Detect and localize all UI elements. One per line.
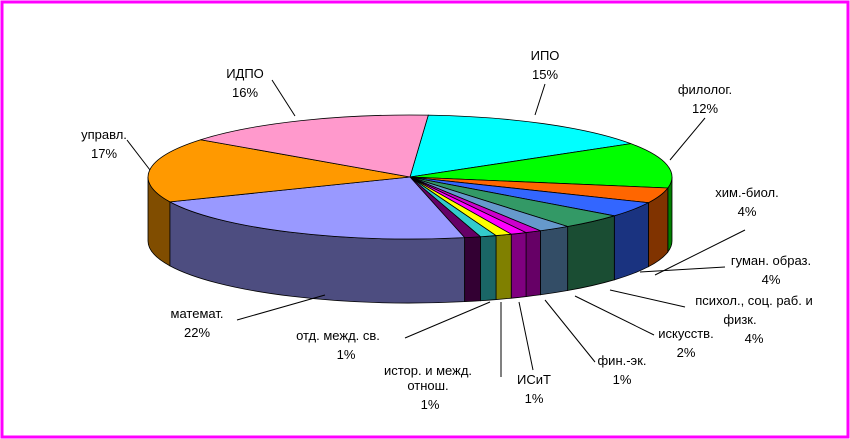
leader-филолог	[669, 117, 706, 161]
slice-label-истор-и-межд-отнош: отнош.	[407, 378, 448, 393]
leader-ипо	[534, 83, 546, 116]
slice-label-математ: математ.	[171, 306, 224, 321]
leader-идпо	[271, 79, 296, 117]
leader-lines	[126, 79, 746, 377]
percent-label-идпо: 16%	[232, 85, 258, 100]
slice-wall-исит	[510, 232, 527, 299]
slice-wall-slice-10	[464, 236, 481, 303]
leader-искусств	[574, 295, 655, 336]
pie-walls	[147, 176, 673, 304]
slice-label-ипо: ИПО	[531, 48, 560, 63]
percent-label-исит: 1%	[525, 391, 544, 406]
percent-label-управл: 17%	[91, 146, 117, 161]
slice-филолог	[409, 143, 673, 189]
slice-label-психол-соц-раб-и-физк: психол., соц. раб. и	[695, 293, 812, 308]
leader-хим-биол	[654, 229, 746, 276]
slice-label-гуман-образ: гуман. образ.	[731, 253, 811, 268]
slice-label-психол-соц-раб-и-физк: физк.	[723, 312, 756, 327]
leader-отд-межд-св	[404, 301, 491, 339]
slice-wall-филолог	[667, 176, 673, 254]
pie-tops	[147, 114, 673, 240]
leader-психол-соц-раб-и-физк	[609, 289, 686, 308]
slice-математ	[168, 176, 466, 240]
leader-фин-эк	[544, 299, 596, 363]
slice-wall-отд-межд-св	[480, 235, 497, 302]
slice-labels: ИПО 15% филолог. 12% хим.-биол. 4% гуман. обра…	[81, 48, 813, 412]
leader-математ	[236, 294, 326, 321]
slice-идпо	[200, 114, 429, 178]
slice-wall-фин-эк	[525, 230, 541, 298]
percent-label-математ: 22%	[184, 325, 210, 340]
percent-label-фин-эк: 1%	[613, 372, 632, 387]
slice-label-идпо: ИДПО	[226, 66, 264, 81]
slice-wall-психол-соц-раб-и-физк	[567, 215, 615, 291]
slice-label-филолог: филолог.	[678, 82, 732, 97]
slice-label-управл: управл.	[81, 127, 127, 142]
percent-label-отд-межд-св: 1%	[337, 347, 356, 362]
percent-label-хим-биол: 4%	[738, 204, 757, 219]
leader-исит	[518, 301, 534, 371]
slice-ипо	[409, 114, 632, 178]
percent-label-искусств: 2%	[677, 345, 696, 360]
percent-label-психол-соц-раб-и-физк: 4%	[745, 331, 764, 346]
slice-label-отд-межд-св: отд. межд. св.	[296, 328, 380, 343]
leader-гуман-образ	[639, 266, 726, 273]
slice-label-истор-и-межд-отнош: истор. и межд.	[384, 363, 472, 378]
percent-label-гуман-образ: 4%	[762, 272, 781, 287]
percent-label-филолог: 12%	[692, 101, 718, 116]
slice-label-хим-биол: хим.-биол.	[715, 185, 779, 200]
slice-label-исит: ИСиТ	[517, 372, 551, 387]
leader-управл	[126, 139, 151, 171]
slice-wall-истор-и-межд-отнош	[495, 233, 512, 300]
slice-label-фин-эк: фин.-эк.	[597, 353, 646, 368]
slice-label-искусств: искусств.	[658, 326, 713, 341]
percent-label-ипо: 15%	[532, 67, 558, 82]
percent-label-истор-и-межд-отнош: 1%	[421, 397, 440, 412]
slice-wall-искусств	[540, 226, 569, 296]
